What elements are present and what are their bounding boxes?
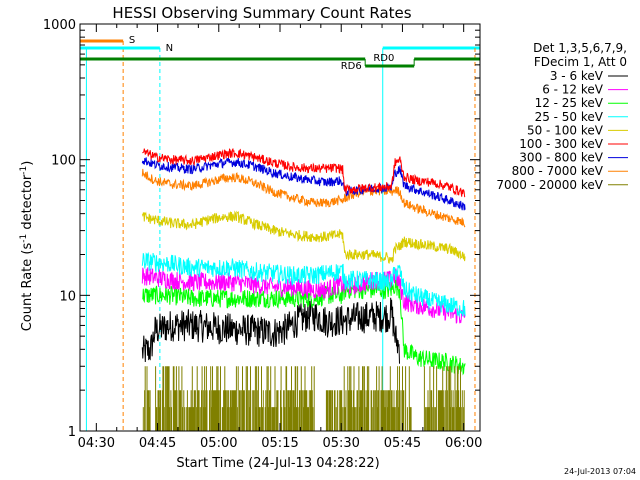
legend-entry-label: 800 - 7000 keV	[512, 164, 604, 178]
legend-header-1: Det 1,3,5,6,7,9,	[533, 41, 627, 55]
y-tick-label: 100	[51, 154, 76, 169]
series-line-6	[141, 267, 466, 324]
series-line-5	[141, 252, 466, 318]
x-tick-label: 05:00	[200, 436, 237, 451]
series-line-2	[141, 157, 466, 211]
legend-entry-label: 50 - 100 keV	[527, 123, 604, 137]
series-layer	[141, 147, 466, 431]
y-tick-label: 1000	[43, 18, 76, 33]
y-axis-label: Count Rate (s-1 detector-1)	[19, 161, 35, 332]
flag-n-label: N	[166, 43, 173, 54]
chart-title: HESSI Observing Summary Count Rates	[112, 4, 411, 22]
footer-timestamp: 24-Jul-2013 07:04	[564, 467, 636, 476]
legend-entry-label: 3 - 6 keV	[550, 69, 604, 83]
flag-rd6-label: RD6	[341, 61, 362, 72]
series-line-7	[142, 278, 466, 376]
legend-entry-label: 7000 - 20000 keV	[496, 178, 603, 192]
series-line-3	[141, 168, 466, 228]
series-line-1	[142, 147, 466, 198]
legend: Det 1,3,5,6,7,9, FDecim 1, Att 0 3 - 6 k…	[496, 41, 628, 192]
y-ticks: 1 10 100 1000	[43, 18, 480, 440]
legend-header-2: FDecim 1, Att 0	[534, 55, 627, 69]
y-tick-label: 10	[59, 289, 76, 304]
series-line-8	[141, 297, 400, 364]
x-tick-label: 05:30	[322, 436, 359, 451]
plot-frame	[79, 23, 481, 432]
x-tick-label: 05:45	[384, 436, 421, 451]
observing-flags: S N RD0 RD6	[80, 35, 480, 431]
x-ticks: 04:30 04:45 05:00 05:15 05:30 05:45 06:00	[78, 24, 482, 451]
x-tick-label: 04:45	[139, 436, 176, 451]
flag-s-label: S	[129, 35, 135, 46]
legend-entry-label: 25 - 50 keV	[535, 110, 604, 124]
legend-entry-label: 6 - 12 keV	[542, 83, 604, 97]
series-line-olive-low	[142, 366, 465, 431]
legend-entry-label: 12 - 25 keV	[535, 96, 604, 110]
legend-entry-label: 300 - 800 keV	[519, 151, 603, 165]
legend-entry-label: 100 - 300 keV	[519, 137, 603, 151]
series-line-4	[141, 210, 466, 264]
y-tick-label: 1	[68, 425, 76, 440]
flag-rd0-label: RD0	[373, 53, 394, 64]
x-tick-label: 05:15	[261, 436, 298, 451]
x-axis-label: Start Time (24-Jul-13 04:28:22)	[176, 456, 379, 471]
x-tick-label: 06:00	[445, 436, 482, 451]
x-tick-label: 04:30	[78, 436, 115, 451]
